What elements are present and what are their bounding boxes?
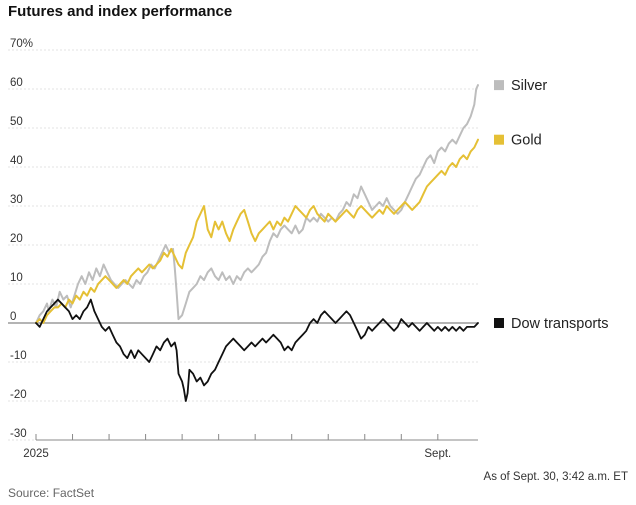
series-line-dow-transports [35,298,479,402]
source-note: Source: FactSet [8,486,95,500]
series-line-gold [35,138,479,324]
y-axis-ticks: 70% 60 50 40 30 20 10 0 -10 -20 -30 [10,38,33,440]
timestamp-note: As of Sept. 30, 3:42 a.m. ET [484,471,628,483]
chart-title: Futures and index performance [8,3,232,20]
legend-swatch-dow-transports [494,318,504,328]
legend-label-dow-transports: Dow transports [511,316,609,332]
y-tick-label: 50 [10,116,23,128]
y-tick-label: 0 [10,311,16,323]
x-tick-label: Sept. [424,448,451,460]
legend: Silver Gold Dow transports [494,78,609,332]
y-tick-label: 60 [10,77,23,89]
x-axis-ticks: 2025 Sept. [23,434,478,460]
y-tick-label: -20 [10,389,27,401]
y-tick-label: 40 [10,155,23,167]
y-tick-label: 70% [10,38,33,50]
legend-swatch-gold [494,134,504,145]
legend-swatch-silver [494,80,504,91]
y-tick-label: 30 [10,194,23,206]
y-tick-label: -10 [10,350,27,362]
series-line-silver [35,84,479,324]
legend-label-silver: Silver [511,78,547,94]
legend-label-gold: Gold [511,133,542,149]
y-tick-label: 20 [10,233,23,245]
y-tick-label: -30 [10,428,27,440]
series-lines [35,84,479,402]
x-tick-label: 2025 [23,448,49,460]
y-tick-label: 10 [10,272,23,284]
gridlines [8,49,478,441]
